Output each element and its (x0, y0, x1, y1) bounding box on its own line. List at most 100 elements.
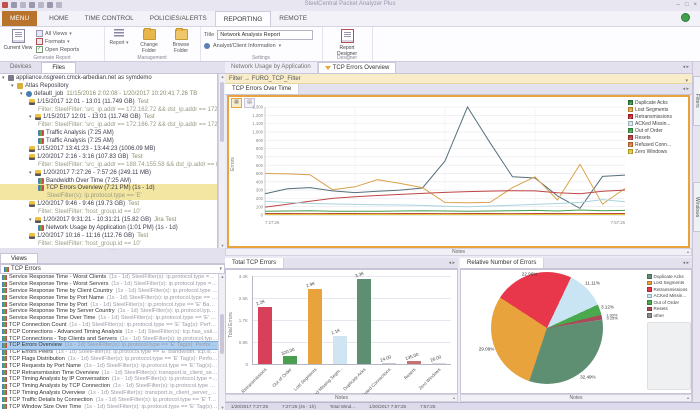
tree-item[interactable]: 1/20/2017 10:16 - 11:16 (112.76 GB) Test (0, 232, 217, 240)
tab-nav-arrows[interactable]: ◂ ▸ (682, 86, 689, 92)
views-list-item[interactable]: TCP Timing Analysis Overview (1s - 1d) St… (0, 390, 218, 397)
tree-item[interactable]: Filter: SteelFilter: 'host_group.id == 1… (38, 240, 141, 247)
views-list-item[interactable]: TCP Flags Distribution (1s - 1d) SteelFil… (0, 356, 218, 363)
line-chart-notes-bar[interactable]: Notes ▴ (225, 248, 692, 256)
chevron-down-icon[interactable]: ▾ (219, 266, 222, 272)
views-scrollbar[interactable]: ▲ ▼ (218, 274, 225, 410)
pie-chart-notes-bar[interactable]: Notes ▴ (460, 394, 692, 402)
legend-item-duplicate-acks[interactable]: ✓ Duplicate Acks (628, 99, 668, 106)
filter-bar[interactable]: Filter → FURO_TCP_Filter ▾ (225, 74, 692, 84)
ribbon-tab-time-control[interactable]: TIME CONTROL (84, 15, 134, 22)
ribbon-tab-menu[interactable]: MENU (2, 11, 38, 26)
tab-nav-arrows[interactable]: ◂ ▸ (682, 260, 689, 266)
time-status-bar[interactable]: 1/20/2017 7:27:25 7:27:25 (4s - 1h) Total … (225, 402, 700, 410)
tree-item[interactable]: 1/20/2017 9:46 - 9:46 (19.73 GB) Test (0, 200, 217, 208)
analyst-info-button[interactable]: Analyst/Client Information ▾ (204, 43, 281, 49)
views-list-item[interactable]: TCP Connection Count (1s - 1d) SteelFilte… (0, 322, 218, 329)
current-view-button[interactable]: Current View (2, 29, 34, 51)
legend-checkbox-icon[interactable]: ✓ (628, 107, 633, 113)
line-chart-panel[interactable]: ▦ ▤ Errors 0 100 200 300 400 500 600 700 800 900 1… (227, 95, 690, 248)
browse-folder-button[interactable]: Browse Folder (166, 28, 196, 54)
tree-item[interactable]: Filter: SteelFilter: 'src_ip.addr == 172… (38, 122, 217, 129)
select-tool-button[interactable]: ▦ (231, 98, 242, 108)
bar-out-of-order[interactable] (283, 355, 298, 364)
views-list-item[interactable]: TCP Errors Peers (1s - 1d) SteelFilter(s)… (0, 349, 218, 356)
report-designer-button[interactable]: Report Designer (331, 29, 363, 57)
tree-scrollbar[interactable]: ▲ ▼ (218, 74, 225, 248)
doc-tab-tcp-errors-overview[interactable]: TCP Errors Overview (317, 62, 397, 73)
bar-resets[interactable] (406, 360, 421, 364)
tree-item[interactable]: SteelFilter(s): ip.protocol.type == 'E' (0, 192, 217, 201)
refresh-icon[interactable] (47, 2, 53, 8)
tab-devices[interactable]: Devices (10, 64, 32, 70)
views-list-item[interactable]: TCP Retransmission Time Overview (1s - 1d… (0, 369, 218, 376)
legend-item-acked-missin-[interactable]: ✓ ACKed Missin... (628, 120, 671, 127)
tree-item[interactable]: ▾ default_job 11/15/2016 2:02:08 - 1/20/20… (20, 90, 198, 97)
legend-checkbox-icon[interactable]: ✓ (628, 128, 633, 134)
views-list-item[interactable]: TCP Errors Overview (1s - 1d) SteelFilter… (0, 340, 218, 350)
views-list-item[interactable]: Service Response Time by Port Name (1s - … (0, 294, 218, 301)
tab-views[interactable]: Views (0, 253, 38, 263)
tree-item[interactable]: Filter: SteelFilter: 'src_ip.addr == 172… (38, 106, 217, 113)
close-button[interactable]: × (693, 2, 697, 8)
tree-item[interactable]: ▾ Atlas Repository (11, 82, 69, 89)
rail-tab-windows[interactable]: Windows (693, 182, 700, 232)
ribbon-tab-home[interactable]: HOME (49, 15, 69, 22)
print-icon[interactable] (20, 2, 26, 8)
tab-tcp-errors-over-time[interactable]: TCP Errors Over Time (225, 84, 300, 94)
views-list-item[interactable]: Service Response Time - Worst Clients (1s… (0, 274, 218, 281)
tree-item[interactable]: Traffic Analysis (7:25 AM) (0, 129, 217, 137)
tab-total-tcp-errors[interactable]: Total TCP Errors (225, 258, 285, 268)
pie-legend-item-duplicate-acks[interactable]: Duplicate Acks (647, 273, 691, 280)
bar-retransmissions[interactable] (258, 307, 273, 364)
change-folder-button[interactable]: Change Folder (134, 28, 164, 54)
views-list-item[interactable]: TCP Traffic Details by Connection (1s - 1… (0, 396, 218, 403)
legend-item-refused-conn-[interactable]: ✓ Refused Conn... (628, 141, 672, 148)
bar-lost-segments[interactable] (307, 288, 322, 364)
legend-checkbox-icon[interactable]: ✓ (628, 121, 633, 127)
views-list-item[interactable]: Service Response Time by Client Country(… (0, 288, 218, 295)
doc-tab-nav-arrows[interactable]: ◂ ▸ (682, 64, 689, 70)
ribbon-tab-remote[interactable]: REMOTE (279, 15, 308, 22)
pie-legend-item-acked-missin-[interactable]: ACKed Missin... (647, 293, 691, 300)
tree-item[interactable]: TCP Errors Overview (7:21 PM) (1s - 1d) (0, 184, 217, 193)
report-title-input[interactable]: Network Analysis Report (217, 30, 314, 40)
views-list-item[interactable]: TCP Connections - Top Clients and Server… (0, 335, 218, 342)
legend-item-out-of-order[interactable]: ✓ Out of Order (628, 127, 663, 134)
tree-item[interactable]: ▾ 1/20/2017 9:31:21 - 10:31:21 (15.82 GB)… (29, 216, 177, 223)
legend-checkbox-icon[interactable]: ✓ (628, 114, 633, 120)
views-list-item[interactable]: TCP Requests by Port Name (1s - 1d) Steel… (0, 362, 218, 369)
report-button[interactable]: Report ▾ (106, 29, 132, 46)
undo-icon[interactable] (29, 2, 35, 8)
grid-tool-button[interactable]: ▤ (244, 98, 255, 108)
rail-tab-filters[interactable]: Filters (693, 76, 700, 126)
tree-item[interactable]: 1/15/2017 13:41:23 - 13:44:23 (1006.09 M… (0, 145, 217, 153)
views-list-item[interactable]: TCP Timing Analysis by TCP Connection (1s… (0, 383, 218, 390)
tree-item[interactable]: Traffic Analysis (7:25 AM) (0, 137, 217, 145)
redo-icon[interactable] (38, 2, 44, 8)
tree-item[interactable]: Filter: SteelFilter: 'host_group.id == 1… (38, 209, 141, 216)
bar-refused-connections[interactable] (382, 363, 397, 364)
tree-item[interactable]: Filter: SteelFilter: 'src_ip.addr == 188… (38, 161, 217, 168)
save-icon[interactable] (11, 2, 17, 8)
pie-legend-item-lost-segments[interactable]: Lost Segments (647, 280, 691, 287)
views-search-input[interactable]: TCP Errors ▾ (0, 264, 225, 274)
ribbon-tab-policies-alerts[interactable]: POLICIES/ALERTS (149, 15, 207, 22)
ribbon-tab-reporting[interactable]: REPORTING (214, 11, 272, 26)
formats-button[interactable]: Formats ▾ (36, 38, 70, 45)
restore-button[interactable]: □ (684, 2, 689, 8)
tab-relative-number-of-errors[interactable]: Relative Number of Errors (460, 258, 545, 268)
tab-files[interactable]: Files (41, 62, 77, 73)
mail-icon[interactable] (56, 2, 62, 8)
pie-chart-panel[interactable]: Duplicate Acks Lost Segments Retransmissio… (460, 269, 692, 394)
views-list-item[interactable]: TCP Connections - Advanced Timing Analys… (0, 328, 218, 335)
legend-item-retransmissions[interactable]: ✓ Retransmissions (628, 113, 672, 120)
pie-legend-item-out-of-order[interactable]: Out of Order (647, 299, 691, 306)
bar-duplicate-acks[interactable] (357, 278, 372, 364)
chevron-down-icon[interactable]: ▾ (685, 78, 688, 84)
minimize-button[interactable]: – (676, 2, 680, 8)
tree-item[interactable]: ▾ appliance.nsgreen.cmck-arbedian.net as … (2, 74, 152, 81)
tree-item[interactable]: ▾ 1/20/2017 7:27:26 - 7:57:26 (249.11 MB) (29, 169, 151, 176)
quick-access-toolbar[interactable] (2, 2, 62, 8)
legend-item-resets[interactable]: ✓ Resets (628, 134, 651, 141)
